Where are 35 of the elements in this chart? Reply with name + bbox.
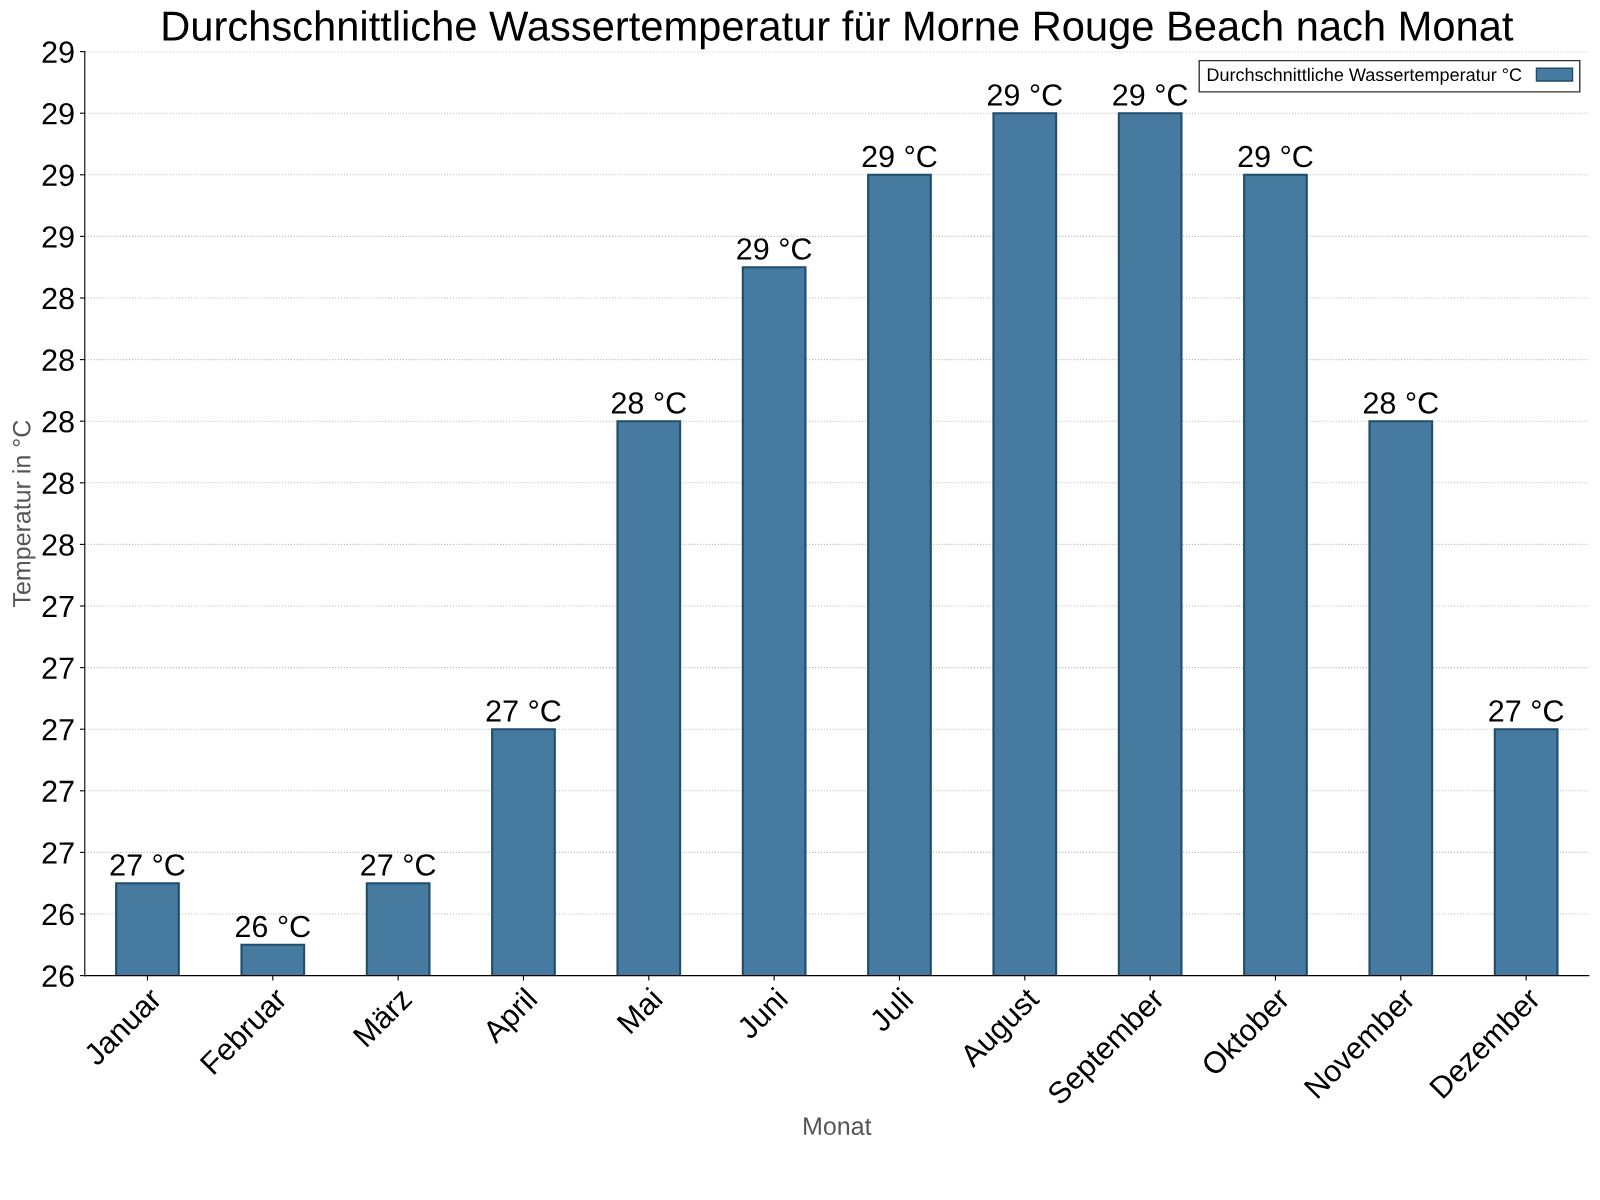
y-tick-label: 28: [42, 349, 74, 371]
x-tick-label: Juni: [734, 986, 789, 1041]
y-tick-label: 28: [42, 534, 74, 556]
data-label: 26 °C: [235, 915, 311, 938]
data-label: 27 °C: [486, 700, 561, 722]
data-label: 28 °C: [611, 392, 687, 414]
x-tick-label: Mai: [615, 986, 664, 1035]
data-label: 29 °C: [862, 145, 937, 168]
y-tick-label: 27: [42, 595, 74, 618]
chart-title: Durchschnittliche Wassertemperatur für Morne Rouge Beach nach Monat: [163, 10, 1514, 50]
data-label: 28 °C: [1363, 392, 1439, 414]
y-tick-label: 27: [42, 842, 74, 864]
legend-label: Durchschnittliche Wassertemperatur °C: [1207, 67, 1522, 85]
data-label: 29 °C: [737, 238, 812, 260]
y-tick-label: 26: [42, 965, 74, 987]
data-label: 27 °C: [361, 854, 436, 876]
y-tick-label: 29: [42, 102, 74, 125]
data-label: 29 °C: [1238, 145, 1313, 168]
y-axis-title: Temperatur in °C: [12, 420, 36, 607]
y-tick-label: 28: [42, 410, 74, 433]
y-tick-label: 26: [42, 903, 74, 926]
y-tick-label: 28: [42, 287, 74, 310]
data-label: 27 °C: [110, 854, 185, 876]
y-tick-label: 29: [42, 41, 74, 63]
x-axis-title: Monat: [804, 1117, 872, 1136]
x-tick-label: Juli: [867, 986, 914, 1034]
y-tick-label: 28: [42, 472, 74, 495]
data-label: 27 °C: [1489, 700, 1564, 722]
y-tick-label: 27: [42, 780, 74, 802]
data-label: 29 °C: [987, 84, 1063, 106]
data-label: 29 °C: [1113, 84, 1188, 106]
y-tick-label: 29: [42, 226, 74, 248]
y-tick-label: 27: [42, 718, 74, 741]
y-tick-label: 27: [42, 657, 74, 679]
y-tick-label: 29: [42, 164, 74, 187]
